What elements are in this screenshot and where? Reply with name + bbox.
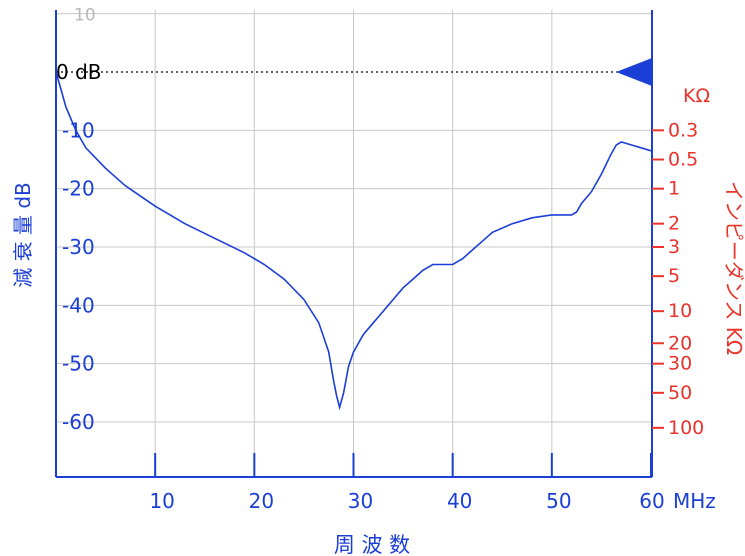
right-tick-label: 5 bbox=[668, 265, 680, 287]
x-tick-label: 60 bbox=[639, 489, 664, 513]
right-tick-label: 1 bbox=[668, 178, 680, 200]
y-tick-label: -30 bbox=[62, 235, 95, 259]
zero-marker-triangle bbox=[616, 58, 652, 86]
x-axis-ticks: 10 20 30 40 50 60 bbox=[149, 453, 665, 513]
right-tick-label: 50 bbox=[668, 382, 692, 404]
y-tick-label: -50 bbox=[62, 352, 95, 376]
right-tick-label: 30 bbox=[668, 353, 692, 375]
y-tick-label: -40 bbox=[62, 293, 95, 317]
right-tick-label: 0.5 bbox=[668, 149, 698, 171]
y-tick-label: -10 bbox=[62, 118, 95, 142]
right-tick-label: 10 bbox=[668, 300, 692, 322]
x-axis-title: 周 波 数 bbox=[334, 533, 410, 556]
x-tick-label: 40 bbox=[447, 489, 472, 513]
x-unit-label: MHz bbox=[673, 489, 716, 513]
right-axis-unit-label: KΩ bbox=[683, 85, 710, 107]
x-tick-label: 50 bbox=[546, 489, 571, 513]
y-tick-label: -20 bbox=[62, 177, 95, 201]
right-tick-label: 20 bbox=[668, 332, 692, 354]
y-axis-title: 減 衰 量 dB bbox=[11, 182, 35, 288]
grid bbox=[56, 10, 652, 477]
x-tick-label: 30 bbox=[348, 489, 373, 513]
zero-db-label: 0 dB bbox=[56, 60, 102, 84]
x-tick-label: 10 bbox=[149, 489, 174, 513]
attenuation-curve bbox=[55, 71, 652, 411]
right-tick-label: 2 bbox=[668, 213, 680, 235]
right-axis-title-text: インピーダンス KΩ bbox=[722, 181, 745, 355]
right-tick-label: 3 bbox=[668, 236, 680, 258]
y-tick-label: -60 bbox=[62, 410, 95, 434]
right-axis-title: インピーダンス KΩ bbox=[722, 181, 745, 355]
x-tick-label: 20 bbox=[249, 489, 274, 513]
right-tick-label: 0.3 bbox=[668, 119, 698, 141]
y-axis-title-text: 減 衰 量 dB bbox=[11, 182, 35, 288]
right-tick-label: 100 bbox=[668, 417, 704, 439]
y-axis-ticks: 10 -10 -20 -30 -40 -50 -60 bbox=[62, 6, 96, 434]
y-tick-label: 10 bbox=[74, 6, 96, 26]
